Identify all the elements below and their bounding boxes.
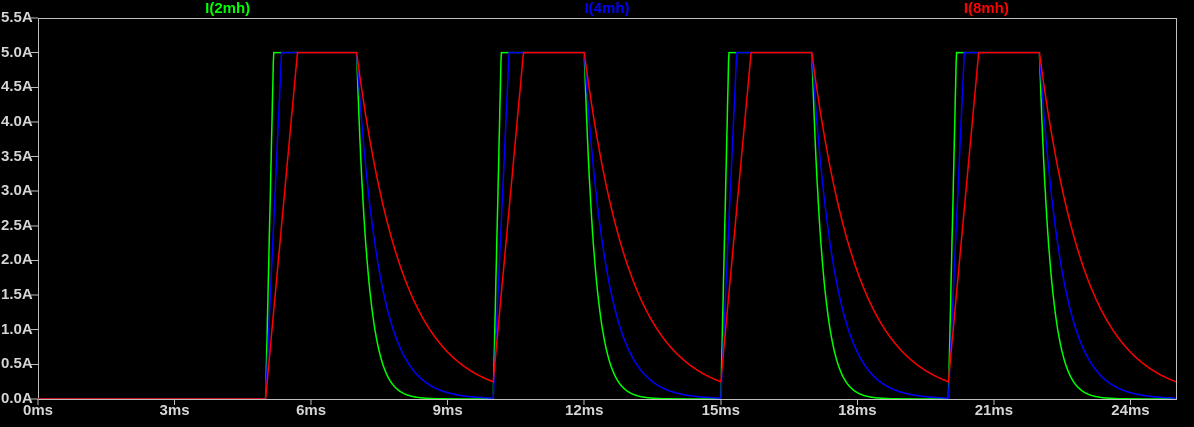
trace-i-4mh- [38,51,1176,399]
trace-i-2mh- [38,51,1176,399]
legend-trace-i2mh[interactable]: I(2mh) [205,0,251,17]
legend-trace-i8mh[interactable]: I(8mh) [963,0,1009,17]
trace-i-8mh- [38,51,1176,399]
plot-border [38,18,1177,400]
legend-trace-i4mh[interactable]: I(4mh) [584,0,630,17]
